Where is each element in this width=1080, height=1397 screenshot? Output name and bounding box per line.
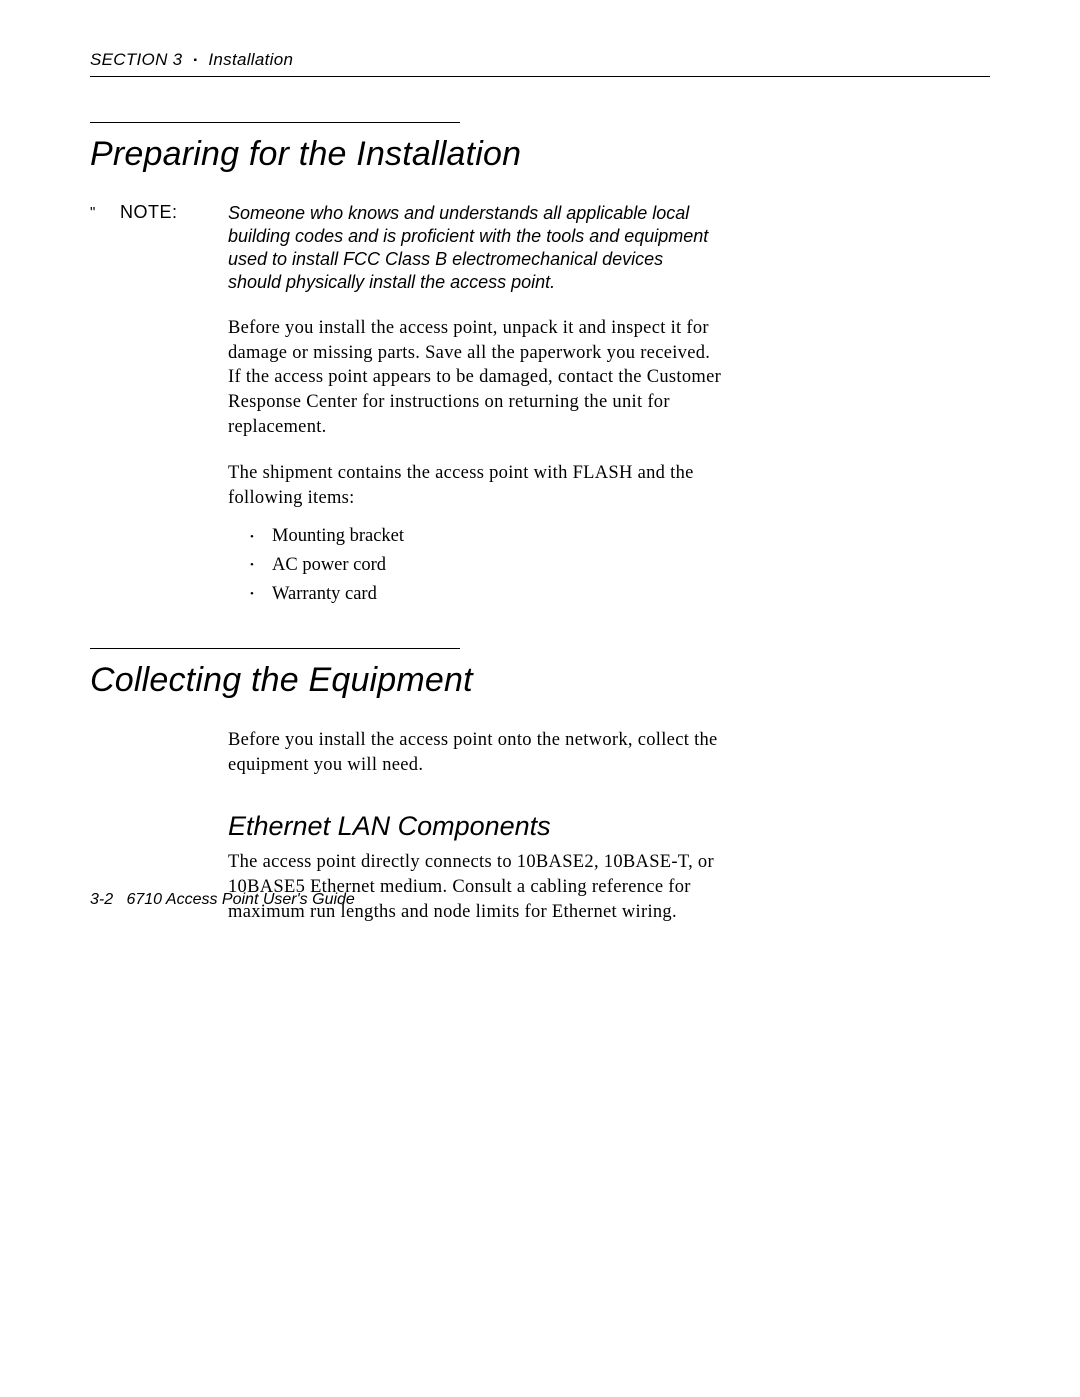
note-mark-icon: " bbox=[90, 202, 120, 221]
note-block: " NOTE: Someone who knows and understand… bbox=[90, 202, 990, 294]
heading-preparing: Preparing for the Installation bbox=[90, 135, 990, 174]
para-shipment: The shipment contains the access point w… bbox=[228, 461, 723, 510]
section-rule bbox=[90, 122, 460, 123]
section-preparing: Preparing for the Installation " NOTE: S… bbox=[90, 122, 990, 608]
shipment-items-list: Mounting bracket AC power cord Warranty … bbox=[250, 522, 723, 608]
note-label: NOTE: bbox=[120, 202, 228, 223]
heading-collecting: Collecting the Equipment bbox=[90, 661, 990, 700]
body-column-1: Before you install the access point, unp… bbox=[228, 316, 723, 608]
list-item: Warranty card bbox=[250, 580, 723, 609]
footer-page-ref: 3-2 bbox=[90, 891, 113, 908]
para-collect: Before you install the access point onto… bbox=[228, 728, 728, 777]
section-collecting: Collecting the Equipment Before you inst… bbox=[90, 648, 990, 924]
list-item: AC power cord bbox=[250, 551, 723, 580]
page-footer: 3-2 6710 Access Point User's Guide bbox=[90, 891, 355, 909]
header-separator-icon: ▪ bbox=[193, 55, 197, 66]
footer-doc-title: 6710 Access Point User's Guide bbox=[126, 891, 354, 908]
list-item: Mounting bracket bbox=[250, 522, 723, 551]
document-page: SECTION 3 ▪ Installation Preparing for t… bbox=[0, 0, 1080, 924]
section-rule bbox=[90, 648, 460, 649]
header-section-title: Installation bbox=[208, 50, 293, 69]
para-unpack: Before you install the access point, unp… bbox=[228, 316, 723, 439]
note-text: Someone who knows and understands all ap… bbox=[228, 202, 713, 294]
running-header: SECTION 3 ▪ Installation bbox=[90, 50, 990, 77]
subheading-ethernet: Ethernet LAN Components bbox=[228, 811, 728, 842]
para-ethernet: The access point directly connects to 10… bbox=[228, 850, 728, 924]
header-section-label: SECTION 3 bbox=[90, 50, 182, 69]
